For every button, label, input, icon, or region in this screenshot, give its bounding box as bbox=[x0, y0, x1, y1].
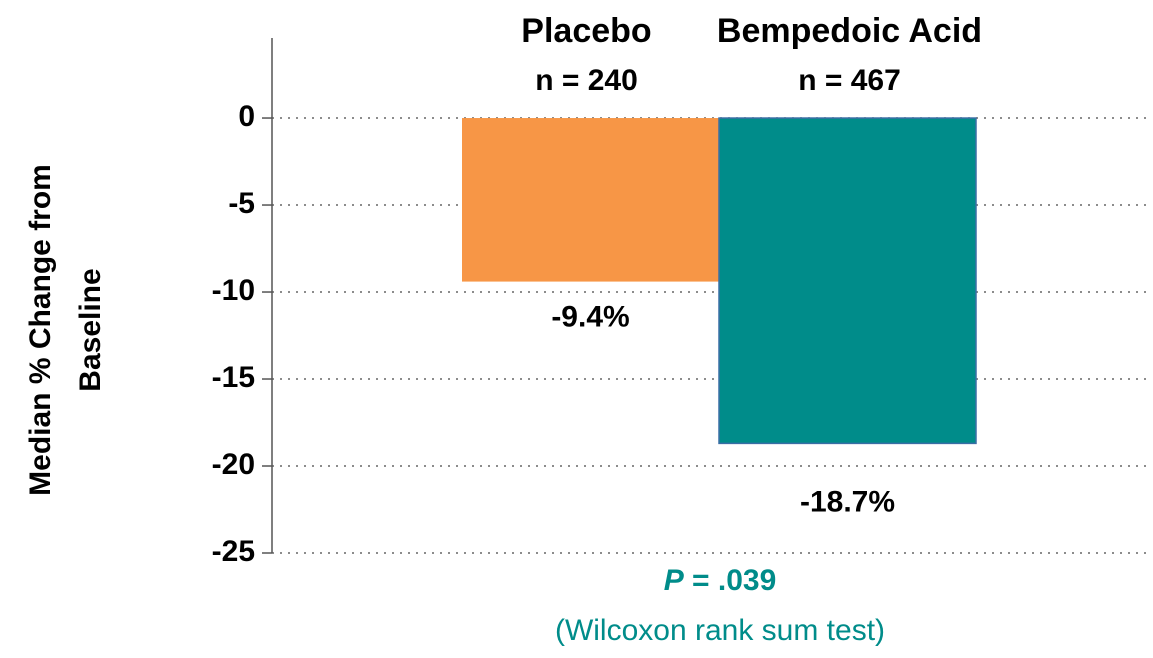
category-sublabel: n = 467 bbox=[798, 64, 901, 97]
data-label: -9.4% bbox=[551, 301, 629, 334]
y-tick-label: -10 bbox=[212, 274, 255, 307]
y-axis-title: Baseline bbox=[74, 268, 107, 391]
bar bbox=[718, 117, 977, 445]
test-note: (Wilcoxon rank sum test) bbox=[555, 614, 885, 647]
y-tick-label: -20 bbox=[212, 448, 255, 481]
p-value-text: = .039 bbox=[692, 564, 776, 597]
category-label: Placebo bbox=[521, 12, 651, 50]
bar bbox=[462, 118, 719, 282]
data-label: -18.7% bbox=[800, 485, 895, 518]
category-sublabel: n = 240 bbox=[535, 64, 638, 97]
y-tick-label: -15 bbox=[212, 361, 255, 394]
category-label: Bempedoic Acid bbox=[717, 12, 982, 50]
y-axis-title: Median % Change from bbox=[24, 164, 57, 496]
y-tick-label: 0 bbox=[238, 100, 255, 133]
y-tick-label: -5 bbox=[228, 187, 255, 220]
p-symbol: P bbox=[664, 564, 685, 597]
y-tick-label: -25 bbox=[212, 535, 255, 568]
p-value: P = .039 bbox=[664, 564, 777, 597]
